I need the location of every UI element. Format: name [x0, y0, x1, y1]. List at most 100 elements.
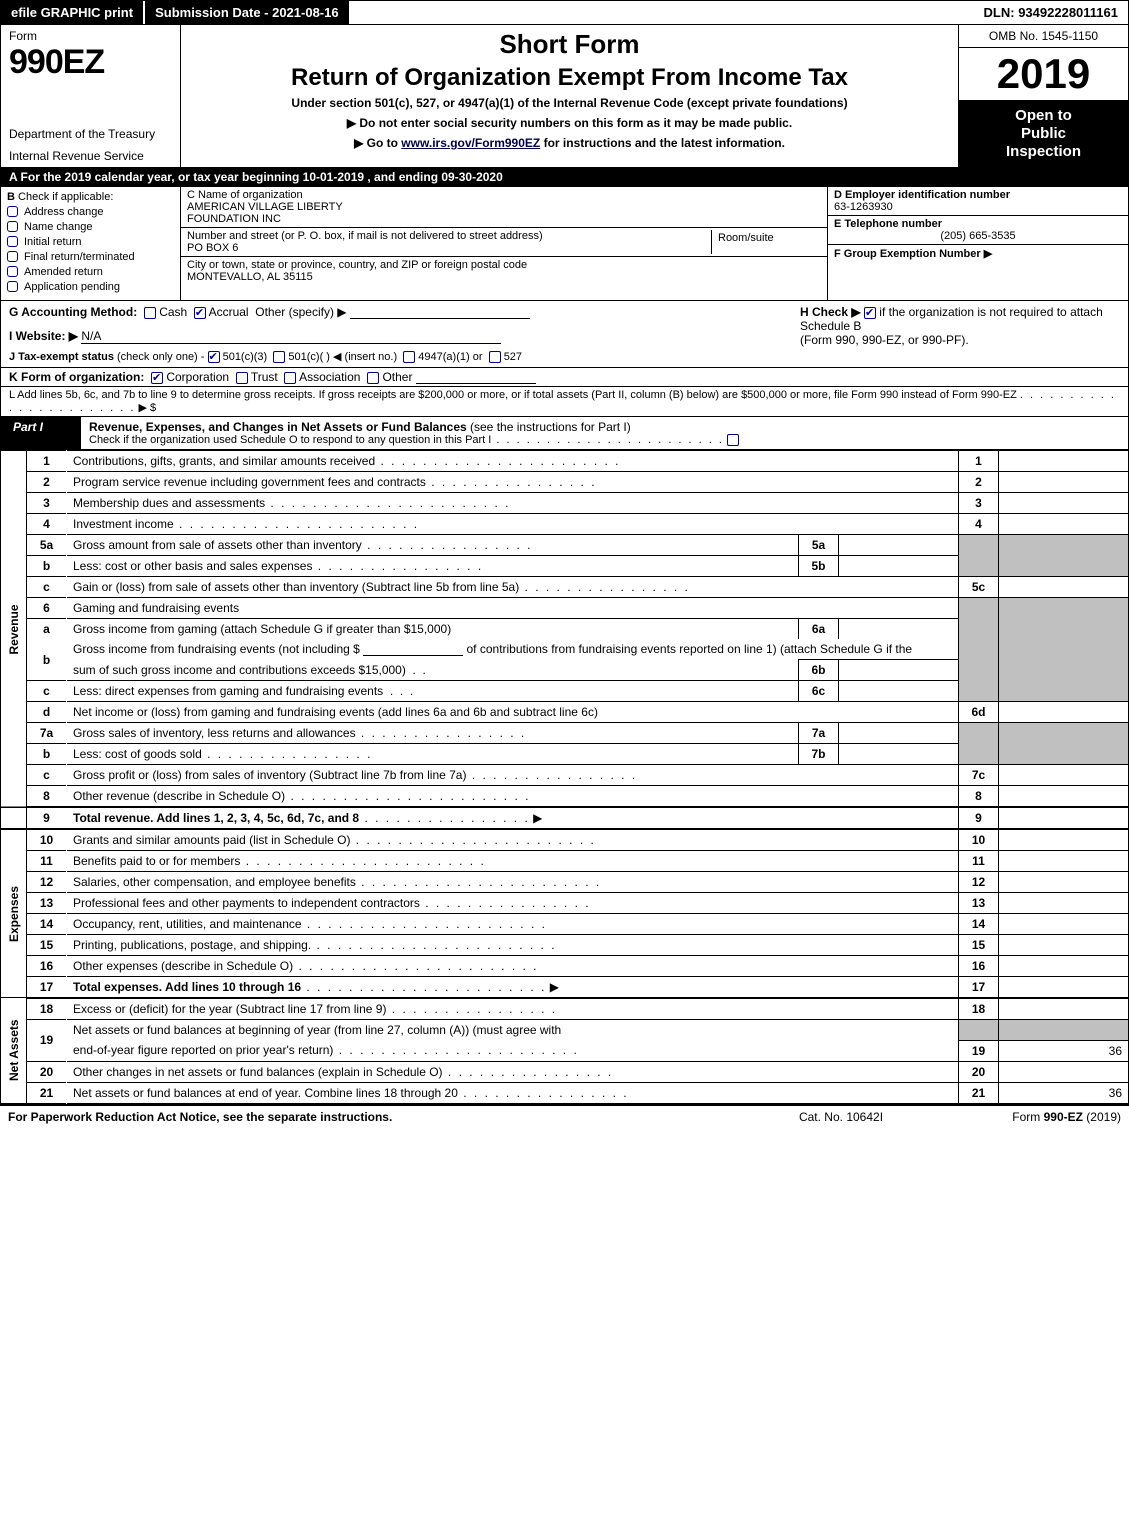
minival-5a: [839, 535, 959, 556]
ein-value: 63-1263930: [834, 201, 1122, 213]
num-7c: c: [27, 765, 67, 786]
j-o2: 501(c)( ): [288, 351, 330, 363]
num-6: 6: [27, 598, 67, 619]
part-i-tag: Part I: [1, 417, 81, 449]
top-bar: efile GRAPHIC print Submission Date - 20…: [0, 0, 1129, 25]
amt-14: [999, 914, 1129, 935]
amt-11: [999, 851, 1129, 872]
amt-17: [999, 977, 1129, 999]
amt-19: 36: [999, 1040, 1129, 1061]
rnum-15: 15: [959, 935, 999, 956]
j-o3: 4947(a)(1) or: [418, 351, 482, 363]
b-item-2: Initial return: [24, 236, 81, 248]
mini-7b: 7b: [799, 744, 839, 765]
k-other-input[interactable]: [416, 370, 536, 384]
line-3: Membership dues and assessments: [73, 496, 265, 510]
line-6d: Net income or (loss) from gaming and fun…: [73, 705, 598, 719]
num-21: 21: [27, 1082, 67, 1103]
amt-13: [999, 893, 1129, 914]
short-form-title: Short Form: [189, 29, 950, 60]
num-6b: b: [27, 639, 67, 681]
line-5b: Less: cost or other basis and sales expe…: [73, 559, 312, 573]
line-12: Salaries, other compensation, and employ…: [73, 875, 356, 889]
rnum-4: 4: [959, 514, 999, 535]
line-4: Investment income: [73, 517, 174, 531]
i-label: I Website: ▶: [9, 329, 78, 343]
k-o3: Association: [299, 370, 360, 384]
checkbox-accrual[interactable]: [194, 307, 206, 319]
mini-6b: 6b: [799, 660, 839, 681]
rnum-2: 2: [959, 472, 999, 493]
num-16: 16: [27, 956, 67, 977]
footer-right: Form 990-EZ (2019): [921, 1110, 1121, 1124]
amt-2: [999, 472, 1129, 493]
checkbox-501c[interactable]: [273, 351, 285, 363]
checkbox-application-pending[interactable]: [7, 281, 18, 292]
b-item-4: Amended return: [24, 266, 103, 278]
num-6c: c: [27, 681, 67, 702]
line-1: Contributions, gifts, grants, and simila…: [73, 454, 375, 468]
line-7a: Gross sales of inventory, less returns a…: [73, 726, 356, 740]
footer-catno: Cat. No. 10642I: [761, 1110, 921, 1124]
num-4: 4: [27, 514, 67, 535]
checkbox-schedule-o[interactable]: [727, 434, 739, 446]
checkbox-trust[interactable]: [236, 372, 248, 384]
line-6: Gaming and fundraising events: [73, 601, 239, 615]
checkbox-amended-return[interactable]: [7, 266, 18, 277]
header-right: OMB No. 1545-1150 2019 Open to Public In…: [958, 25, 1128, 167]
num-6d: d: [27, 702, 67, 723]
g-other-input[interactable]: [350, 305, 530, 319]
rnum-10: 10: [959, 829, 999, 851]
part-i-table: Revenue 1 Contributions, gifts, grants, …: [0, 450, 1129, 1104]
checkbox-final-return[interactable]: [7, 251, 18, 262]
row-l: L Add lines 5b, 6c, and 7b to line 9 to …: [0, 387, 1129, 417]
checkbox-501c3[interactable]: [208, 351, 220, 363]
num-15: 15: [27, 935, 67, 956]
num-17: 17: [27, 977, 67, 999]
checkbox-corporation[interactable]: [151, 372, 163, 384]
form-header: Form 990EZ Department of the Treasury In…: [0, 25, 1129, 168]
checkbox-other-org[interactable]: [367, 372, 379, 384]
efile-print-button[interactable]: efile GRAPHIC print: [1, 1, 143, 24]
checkbox-cash[interactable]: [144, 307, 156, 319]
form-number: 990EZ: [9, 43, 172, 82]
amt-1: [999, 451, 1129, 472]
amt-9: [999, 807, 1129, 829]
num-11: 11: [27, 851, 67, 872]
checkbox-schedule-b[interactable]: [864, 307, 876, 319]
b-item-0: Address change: [24, 206, 104, 218]
num-20: 20: [27, 1061, 67, 1082]
num-7a: 7a: [27, 723, 67, 744]
num-19: 19: [27, 1020, 67, 1062]
num-7b: b: [27, 744, 67, 765]
checkbox-initial-return[interactable]: [7, 236, 18, 247]
line-6b1: Gross income from fundraising events (no…: [73, 642, 360, 656]
num-2: 2: [27, 472, 67, 493]
checkbox-address-change[interactable]: [7, 206, 18, 217]
mini-6c: 6c: [799, 681, 839, 702]
minival-7b: [839, 744, 959, 765]
checkbox-527[interactable]: [489, 351, 501, 363]
num-10: 10: [27, 829, 67, 851]
amt-21: 36: [999, 1082, 1129, 1103]
row-k: K Form of organization: Corporation Trus…: [0, 368, 1129, 387]
l-text: L Add lines 5b, 6c, and 7b to line 9 to …: [9, 389, 1017, 401]
side-net-assets: Net Assets: [1, 998, 27, 1103]
mini-7a: 7a: [799, 723, 839, 744]
rnum-6d: 6d: [959, 702, 999, 723]
h-text3: (Form 990, 990-EZ, or 990-PF).: [800, 333, 1120, 347]
rnum-3: 3: [959, 493, 999, 514]
line-16: Other expenses (describe in Schedule O): [73, 959, 293, 973]
part-i-header: Part I Revenue, Expenses, and Changes in…: [0, 417, 1129, 450]
checkbox-association[interactable]: [284, 372, 296, 384]
c-city-label: City or town, state or province, country…: [187, 259, 821, 271]
rnum-16: 16: [959, 956, 999, 977]
num-13: 13: [27, 893, 67, 914]
checkbox-name-change[interactable]: [7, 221, 18, 232]
rnum-20: 20: [959, 1061, 999, 1082]
line-13: Professional fees and other payments to …: [73, 896, 420, 910]
checkbox-4947[interactable]: [403, 351, 415, 363]
k-o2: Trust: [251, 370, 278, 384]
input-6b-amount[interactable]: [363, 642, 463, 656]
irs-link[interactable]: www.irs.gov/Form990EZ: [401, 136, 540, 150]
